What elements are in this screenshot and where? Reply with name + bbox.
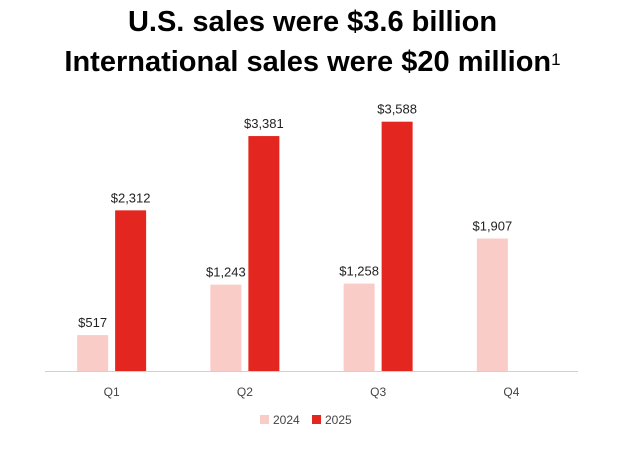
data-label-q3-2025: $3,588: [377, 102, 417, 117]
x-tick-q4: Q4: [503, 385, 519, 399]
chart-title-line-1: U.S. sales were $3.6 billion: [127, 6, 498, 38]
x-tick-q3: Q3: [370, 385, 386, 399]
bar-q2-2025: [248, 136, 280, 371]
bar-q3-2024: [343, 283, 375, 371]
bar-q1-2025: [115, 210, 147, 371]
legend-label-2025: 2025: [325, 413, 352, 427]
data-label-q2-2024: $1,243: [206, 265, 246, 280]
bar-q4-2024: [476, 238, 508, 371]
data-label-q1-2025: $2,312: [111, 190, 151, 205]
bar-q2-2024: [210, 284, 242, 371]
data-label-q4-2024: $1,907: [472, 218, 512, 233]
legend-label-2024: 2024: [273, 413, 300, 427]
legend-swatch-2024: [260, 415, 269, 424]
data-label-q3-2024: $1,258: [339, 264, 379, 279]
x-tick-q2: Q2: [237, 385, 253, 399]
data-label-q1-2024: $517: [78, 315, 107, 330]
data-label-q2-2025: $3,381: [244, 116, 284, 131]
chart-title-line-2-text: International sales were $20 million: [64, 46, 552, 78]
footnote-marker: 1: [551, 50, 561, 69]
bar-q1-2024: [77, 335, 109, 371]
x-tick-q1: Q1: [104, 385, 120, 399]
legend-swatch-2025: [312, 415, 321, 424]
chart-title-line-2: International sales were $20 million1: [0, 44, 625, 80]
bar-q3-2025: [381, 121, 413, 372]
